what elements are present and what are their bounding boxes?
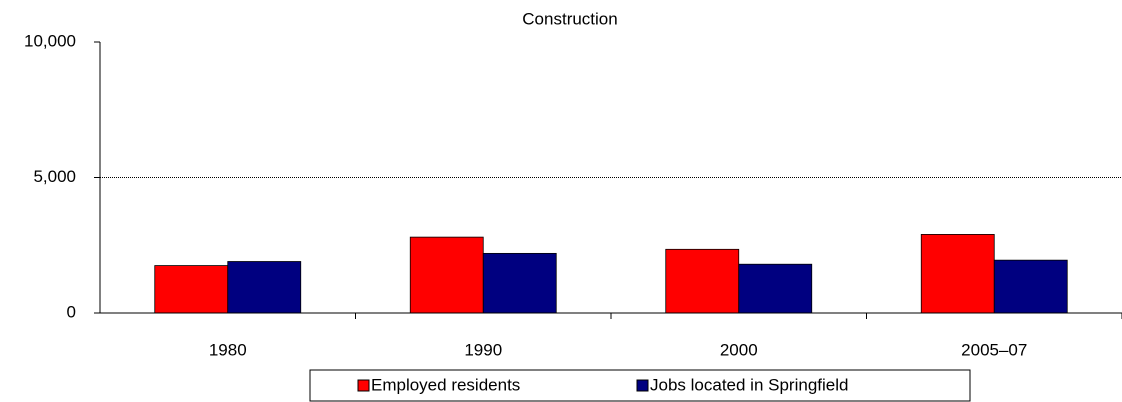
x-tick-label: 2000 — [720, 340, 758, 359]
x-tick-label: 1980 — [209, 340, 247, 359]
bar — [482, 252, 557, 314]
chart-title: Construction — [522, 9, 617, 28]
y-tick-label: 5,000 — [33, 167, 76, 186]
bar — [993, 259, 1068, 314]
x-tick-label: 2005–07 — [961, 340, 1027, 359]
legend-swatch — [636, 379, 649, 392]
bar — [227, 261, 302, 314]
y-tick-label: 10,000 — [24, 31, 76, 50]
bar — [665, 248, 740, 314]
x-tick-label: 1990 — [464, 340, 502, 359]
bar — [154, 265, 229, 314]
bar — [409, 236, 484, 314]
legend-label: Employed residents — [371, 375, 520, 394]
legend-label: Jobs located in Springfield — [650, 375, 848, 394]
legend-swatch — [357, 379, 370, 392]
bar — [920, 234, 995, 314]
bar — [738, 263, 813, 314]
y-tick-label: 0 — [67, 302, 76, 321]
